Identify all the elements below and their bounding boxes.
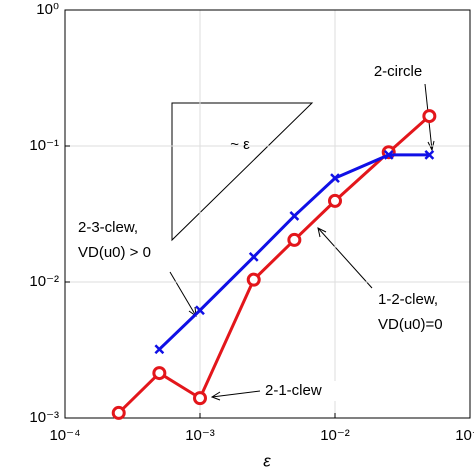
series-line	[117, 114, 431, 414]
plot-frame	[64, 9, 471, 419]
marker	[152, 366, 167, 381]
annotation: 2-circle	[374, 63, 422, 80]
marker	[424, 150, 435, 160]
marker	[422, 109, 437, 124]
marker	[193, 391, 207, 406]
y-tick-label: 10⁻³	[29, 409, 59, 426]
marker	[111, 405, 126, 420]
slope-triangle	[171, 102, 314, 242]
marker	[154, 344, 165, 355]
marker	[246, 272, 261, 287]
annotation: 2-3-clew,	[78, 219, 138, 236]
marker	[195, 305, 205, 316]
marker	[248, 251, 259, 262]
annotation: 2-1-clew	[265, 382, 322, 399]
y-tick-label: 10⁻¹	[29, 137, 59, 154]
marker	[330, 173, 340, 184]
annotation: 1-2-clew,	[378, 291, 438, 308]
y-tick-label: 10⁰	[36, 1, 59, 18]
x-tick-label: 10⁻³	[185, 427, 215, 444]
annotation: VD(u0) > 0	[78, 244, 151, 261]
arrows	[169, 83, 435, 401]
marker	[328, 193, 342, 208]
annotation: VD(u0)=0	[378, 316, 443, 333]
x-tick-label: 10⁻²	[320, 427, 350, 444]
marker	[289, 211, 300, 221]
marker	[383, 150, 394, 160]
x-axis-label: ε	[263, 451, 271, 470]
annotation: ~ ε	[230, 136, 250, 153]
annotation-bg	[76, 243, 156, 263]
annotation-bg	[376, 315, 456, 335]
marker	[287, 232, 302, 247]
annotation-bg	[358, 62, 438, 82]
annotation-bg	[376, 290, 456, 310]
annotation-bg	[263, 381, 343, 401]
x-tick-label: 10⁻⁴	[49, 427, 80, 444]
x-tick-label: 10⁻¹	[455, 427, 474, 444]
y-tick-label: 10⁻²	[29, 273, 59, 290]
annotation-bg	[76, 218, 156, 238]
